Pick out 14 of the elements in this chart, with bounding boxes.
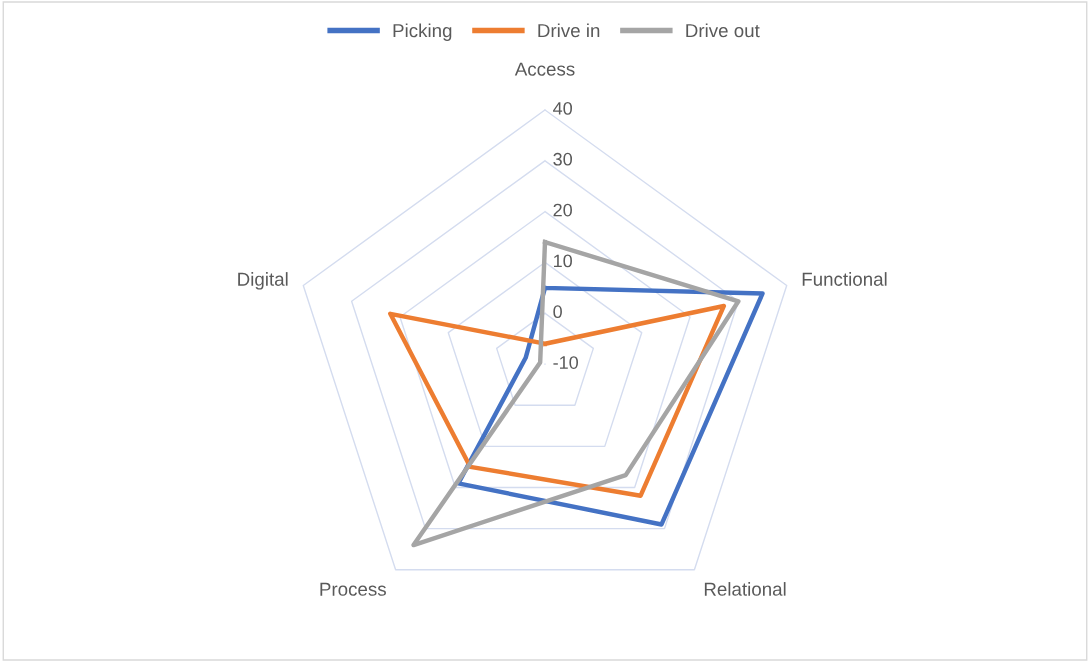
y-tick-label: 40 — [553, 102, 572, 115]
legend-label: Picking — [393, 23, 452, 41]
y-tick-label: -10 — [553, 356, 579, 369]
spoke-label: Relational — [704, 582, 786, 596]
y-tick-label: 10 — [554, 254, 572, 268]
spoke-label: Digital — [238, 272, 288, 290]
spoke-label: Access — [514, 62, 575, 76]
spoke-label: Process — [320, 582, 386, 596]
spoke-label: Functional — [802, 272, 887, 286]
legend-label: Drive in — [538, 23, 600, 38]
legend-label: Drive out — [686, 23, 760, 38]
y-tick-label: 30 — [553, 152, 572, 166]
y-tick-label: 0 — [553, 305, 562, 319]
y-tick-label: 20 — [553, 203, 572, 217]
